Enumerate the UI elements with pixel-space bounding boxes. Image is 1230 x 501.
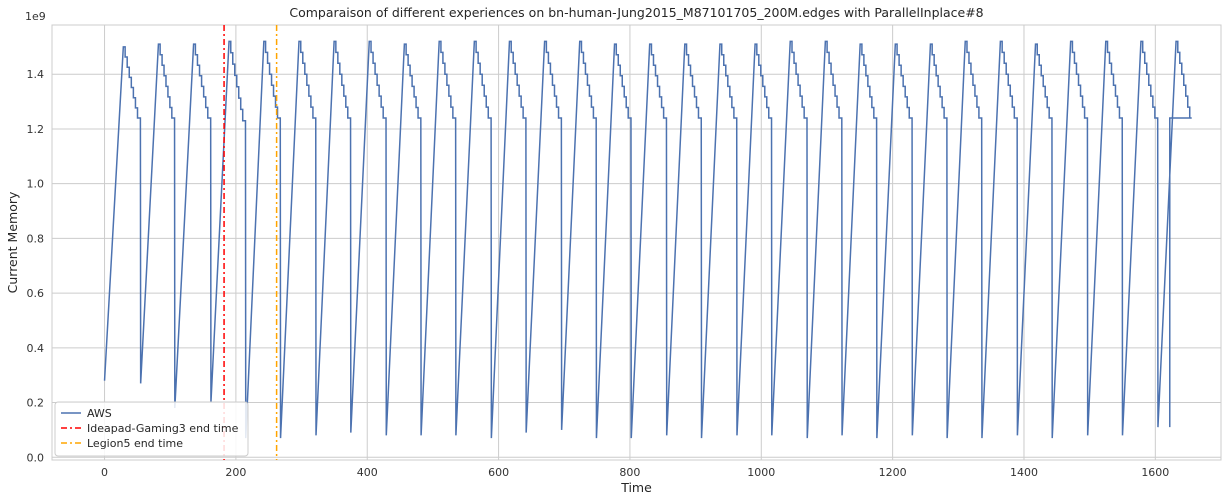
plot-area [103,25,1192,460]
chart-title: Comparaison of different experiences on … [289,5,983,20]
y-tick-label: 1.0 [27,178,45,191]
x-tick-label: 800 [619,466,640,479]
y-tick-label: 0.0 [27,451,45,464]
y-tick-label: 1.2 [27,123,45,136]
y-tick-label: 1.4 [27,68,45,81]
x-tick-label: 400 [357,466,378,479]
x-tick-label: 1000 [747,466,775,479]
y-tick-label: 0.4 [27,342,45,355]
legend-item-ideapad-label: Ideapad-Gaming3 end time [87,422,239,435]
x-axis-title: Time [620,480,652,495]
x-tick-label: 600 [488,466,509,479]
x-tick-label: 1400 [1010,466,1038,479]
x-tick-label: 1600 [1141,466,1169,479]
legend-box [54,401,249,457]
plot-frame [51,24,1222,461]
series-line-aws [103,40,1192,439]
x-tick-label: 1200 [879,466,907,479]
y-scale-label: 1e9 [25,10,46,23]
y-tick-label: 0.2 [27,397,45,410]
x-tick-label: 200 [225,466,246,479]
legend-item-aws-label: AWS [87,407,112,420]
legend-item-legion5-label: Legion5 end time [87,437,183,450]
tick-labels: 0 200 400 600 800 1000 1200 1400 1600 0.0 0.2 0.4 0.… [27,68,1170,479]
y-axis-title: Current Memory [5,191,20,293]
y-tick-label: 0.8 [27,232,45,245]
legend: AWS Ideapad-Gaming3 end time Legion5 end t… [54,401,249,457]
x-tick-label: 0 [101,466,108,479]
y-tick-label: 0.6 [27,287,45,300]
